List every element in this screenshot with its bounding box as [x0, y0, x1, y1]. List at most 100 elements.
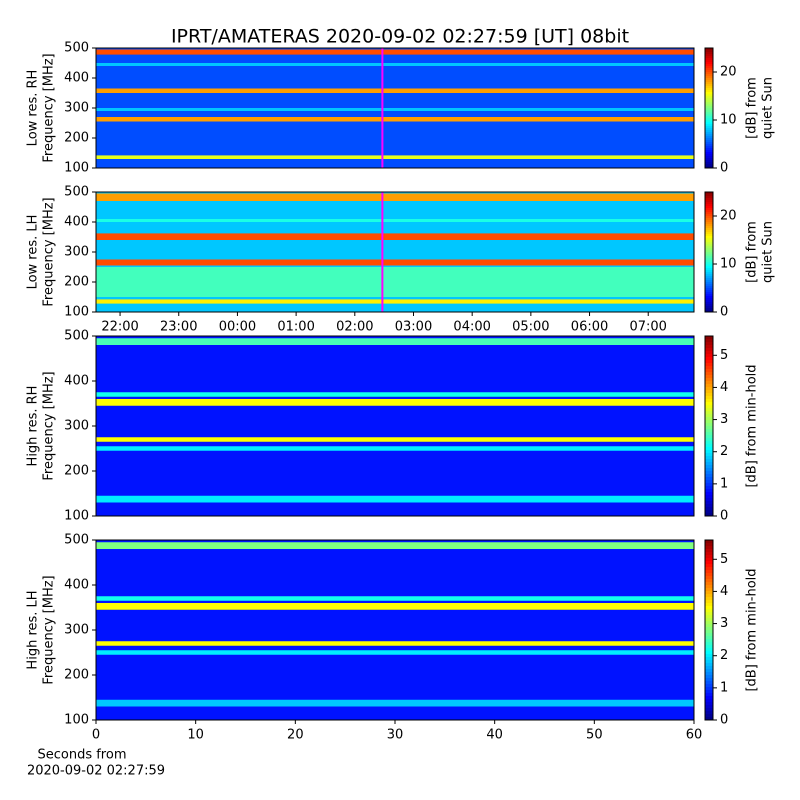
colorbar-cell [705, 387, 713, 391]
colorbar-cell [705, 591, 713, 595]
colorbar-cell [705, 639, 713, 643]
colorbar-cell [705, 567, 713, 571]
colorbar-cell [705, 360, 713, 364]
colorbar-cell [705, 459, 713, 463]
colorbar-cell [705, 693, 713, 697]
x-tick-label: 04:00 [453, 320, 490, 335]
colorbar-cell [705, 438, 713, 442]
y-axis-label: High res. RH [26, 386, 41, 467]
colorbar-cell [705, 272, 713, 275]
colorbar-cell [705, 210, 713, 213]
x-tick-label: 20 [287, 728, 304, 743]
colorbar-cell [705, 296, 713, 299]
colorbar-cell [705, 345, 713, 349]
colorbar-cell [705, 284, 713, 287]
colorbar-cell [705, 630, 713, 634]
colorbar-cell [705, 110, 713, 113]
heatmap-band [96, 299, 694, 304]
colorbar-cell [705, 456, 713, 460]
heatmap-band [96, 338, 694, 345]
colorbar-cell [705, 304, 713, 307]
colorbar-cell [705, 582, 713, 586]
colorbar-cell [705, 363, 713, 367]
colorbar-cell [705, 561, 713, 565]
colorbar-tick-label: 20 [720, 209, 737, 224]
heatmap-band [96, 219, 694, 222]
colorbar-cell [705, 280, 713, 283]
y-tick-label: 500 [64, 185, 89, 200]
colorbar-cell [705, 112, 713, 115]
colorbar-cell [705, 232, 713, 235]
colorbar-cell [705, 339, 713, 343]
colorbar-cell [705, 212, 713, 215]
colorbar-cell [705, 477, 713, 481]
colorbar-cell [705, 495, 713, 499]
colorbar-frame [704, 335, 714, 517]
colorbar-cell [705, 678, 713, 682]
colorbar-cell [705, 579, 713, 583]
colorbar-cell [705, 300, 713, 303]
colorbar-cell [705, 200, 713, 203]
colorbar-cell [705, 256, 713, 259]
colorbar-cell [705, 381, 713, 385]
colorbar-cell [705, 474, 713, 478]
colorbar-cell [705, 624, 713, 628]
heatmap-band [96, 49, 694, 55]
colorbar-cell [705, 262, 713, 265]
heatmap-band [96, 446, 694, 451]
colorbar-cell [705, 282, 713, 285]
x-tick-label: 0 [92, 728, 100, 743]
colorbar-cell [705, 552, 713, 556]
colorbar-cell [705, 663, 713, 667]
colorbar-cell [705, 94, 713, 97]
colorbar-cell [705, 308, 713, 311]
heatmap-band [96, 88, 694, 93]
x-axis-label: 2020-09-02 02:27:59 [27, 764, 165, 779]
colorbar-cell [705, 108, 713, 111]
colorbar-cell [705, 369, 713, 373]
colorbar-cell [705, 657, 713, 661]
colorbar-cell [705, 666, 713, 670]
x-tick-label: 30 [387, 728, 404, 743]
colorbar-tick-label: 0 [720, 713, 728, 728]
colorbar-cell [705, 156, 713, 159]
colorbar-cell [705, 417, 713, 421]
colorbar-cell [705, 642, 713, 646]
colorbar-cell [705, 609, 713, 613]
colorbar-cell [705, 444, 713, 448]
y-tick-label: 400 [64, 578, 89, 593]
colorbar-cell [705, 378, 713, 382]
colorbar-cell [705, 564, 713, 568]
colorbar-cell [705, 306, 713, 309]
colorbar-cell [705, 384, 713, 388]
colorbar-cell [705, 669, 713, 673]
colorbar-cell [705, 699, 713, 703]
colorbar-cell [705, 264, 713, 267]
colorbar-tick-label: 1 [720, 476, 728, 491]
colorbar-tick-label: 5 [720, 552, 728, 567]
colorbar-cell [705, 348, 713, 352]
colorbar-cell [705, 696, 713, 700]
x-tick-label: 10 [187, 728, 204, 743]
colorbar-cell [705, 393, 713, 397]
colorbar-cell [705, 603, 713, 607]
y-tick-label: 200 [64, 668, 89, 683]
colorbar-cell [705, 122, 713, 125]
colorbar-cell [705, 302, 713, 305]
heatmap-band [96, 267, 694, 297]
colorbar-cell [705, 240, 713, 243]
y-tick-label: 300 [64, 101, 89, 116]
colorbar-cell [705, 672, 713, 676]
colorbar-cell [705, 242, 713, 245]
colorbar-cell [705, 196, 713, 199]
colorbar-cell [705, 52, 713, 55]
colorbar-cell [705, 594, 713, 598]
colorbar-cell [705, 152, 713, 155]
colorbar-cell [705, 162, 713, 165]
colorbar-cell [705, 66, 713, 69]
colorbar-label: quiet Sun [761, 221, 776, 283]
y-tick-label: 100 [64, 305, 89, 320]
heatmap-band [96, 392, 694, 397]
colorbar-cell [705, 453, 713, 457]
colorbar-cell [705, 651, 713, 655]
